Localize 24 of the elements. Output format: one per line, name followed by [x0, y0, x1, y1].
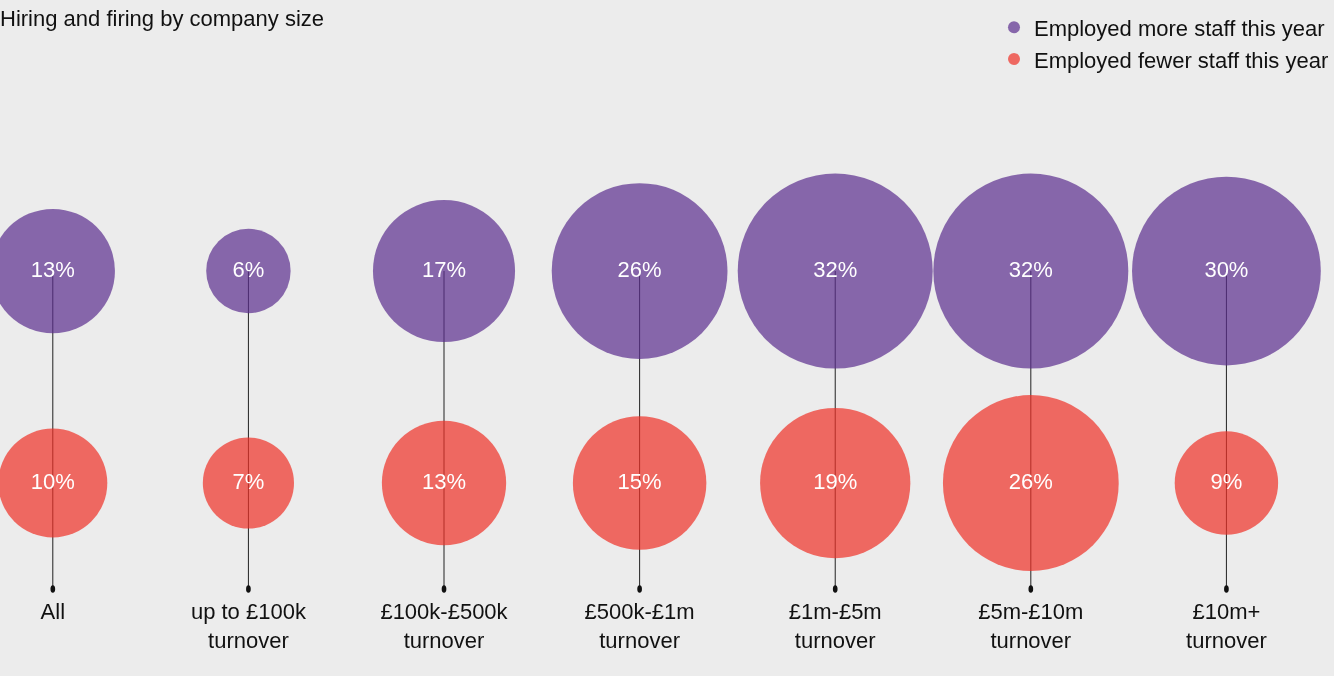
legend-label: Employed fewer staff this year [1034, 47, 1329, 73]
data-label: 26% [1008, 468, 1053, 494]
data-label: 13% [421, 468, 467, 494]
category-label: £10m+ turnover [1186, 599, 1267, 653]
data-label: 13% [30, 256, 75, 282]
data-label: 15% [617, 468, 662, 494]
data-label: 32% [813, 256, 858, 282]
data-label: 7% [232, 468, 265, 494]
data-label: 19% [813, 468, 858, 494]
data-label: 10% [30, 468, 75, 494]
category-label: £500k-£1m turnover [584, 599, 695, 653]
category-label: £1m-£5m turnover [788, 599, 882, 653]
text: Hiring and firing by company size [0, 5, 325, 31]
data-label: 32% [1008, 256, 1053, 282]
data-label: 17% [421, 256, 467, 282]
legend-label: Employed more staff this year [1034, 15, 1325, 41]
category-label: All [40, 599, 66, 624]
category-label: up to £100k turnover [190, 599, 307, 653]
category-label: £5m-£10m turnover [978, 599, 1084, 653]
data-label: 30% [1204, 256, 1249, 282]
data-label: 26% [617, 256, 662, 282]
category-label: £100k-£500k turnover [380, 599, 509, 653]
data-label: 6% [232, 256, 265, 282]
data-label: 9% [1210, 468, 1243, 494]
